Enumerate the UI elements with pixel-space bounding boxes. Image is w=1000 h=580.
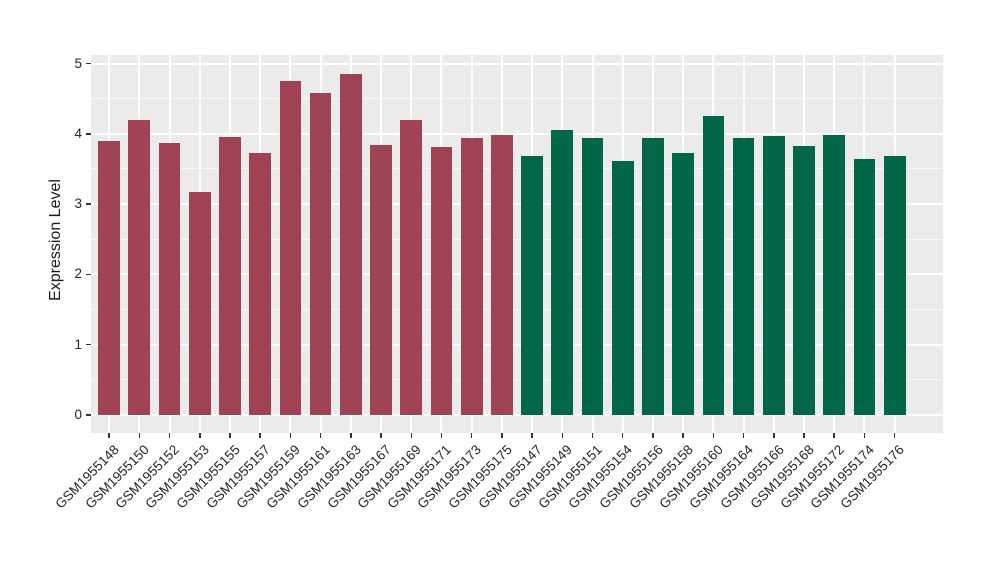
x-axis-tick xyxy=(289,433,292,438)
x-axis-tick xyxy=(652,433,654,438)
x-axis-tick xyxy=(833,433,835,438)
x-axis-tick xyxy=(440,433,443,438)
y-tick-label: 1 xyxy=(74,336,82,352)
x-axis-tick xyxy=(712,433,715,438)
y-tick-label: 5 xyxy=(74,55,82,71)
bar-GSM1955166 xyxy=(762,135,785,415)
y-axis-tick xyxy=(86,62,91,65)
y-tick-label: 2 xyxy=(74,266,82,282)
major-gridline xyxy=(91,414,943,416)
major-gridline xyxy=(91,343,943,346)
bar-GSM1955160 xyxy=(702,115,725,415)
y-tick-label: 3 xyxy=(74,196,82,212)
minor-gridline xyxy=(91,98,943,100)
x-axis-tick xyxy=(319,433,322,438)
bar-GSM1955163 xyxy=(339,74,362,415)
bar-GSM1955151 xyxy=(581,138,604,415)
bar-GSM1955173 xyxy=(460,138,483,415)
y-axis-tick xyxy=(86,203,91,205)
bar-GSM1955169 xyxy=(400,120,423,415)
y-axis-tick xyxy=(86,133,91,135)
bar-GSM1955158 xyxy=(672,152,695,415)
x-axis-tick xyxy=(803,433,805,438)
bar-GSM1955156 xyxy=(642,138,664,415)
major-gridline xyxy=(91,273,943,276)
bar-GSM1955155 xyxy=(219,137,241,415)
minor-gridline xyxy=(91,238,943,240)
bar-GSM1955157 xyxy=(249,153,272,415)
x-axis-tick xyxy=(108,433,110,438)
bar-GSM1955159 xyxy=(279,81,302,415)
x-axis-tick xyxy=(199,433,201,438)
plot-panel xyxy=(91,55,943,433)
bar-GSM1955154 xyxy=(611,161,634,415)
bar-GSM1955164 xyxy=(732,138,755,415)
bar-GSM1955174 xyxy=(853,159,876,415)
bar-GSM1955176 xyxy=(883,156,906,415)
x-axis-tick xyxy=(470,433,473,438)
bar-GSM1955167 xyxy=(370,145,392,415)
bar-GSM1955172 xyxy=(823,135,846,415)
y-axis-tick xyxy=(86,414,91,416)
x-axis-tick xyxy=(561,433,564,438)
x-axis-tick xyxy=(410,433,412,438)
y-axis-tick xyxy=(86,273,91,276)
minor-gridline xyxy=(91,379,943,381)
x-axis-tick xyxy=(138,433,141,438)
x-axis-tick xyxy=(531,433,533,438)
major-gridline xyxy=(91,203,943,206)
x-axis-tick xyxy=(682,433,684,438)
x-axis-tick xyxy=(773,433,775,438)
bar-GSM1955161 xyxy=(309,93,332,415)
x-axis-tick xyxy=(350,433,352,438)
x-axis-tick xyxy=(501,433,503,438)
bar-GSM1955171 xyxy=(430,147,453,415)
y-tick-label: 0 xyxy=(74,407,82,422)
x-axis-tick xyxy=(168,433,171,438)
x-axis-tick xyxy=(863,433,866,438)
bar-GSM1955150 xyxy=(128,120,151,415)
minor-gridline xyxy=(91,168,943,170)
x-axis-tick xyxy=(893,433,896,438)
y-tick-label: 4 xyxy=(74,125,82,141)
bar-GSM1955175 xyxy=(491,135,513,415)
bar-GSM1955147 xyxy=(521,156,543,415)
major-gridline xyxy=(91,132,943,135)
bar-GSM1955149 xyxy=(551,129,574,415)
x-axis-tick xyxy=(621,433,624,438)
bar-GSM1955168 xyxy=(793,146,815,415)
x-axis-tick xyxy=(229,433,231,438)
x-axis-tick xyxy=(259,433,261,438)
bar-GSM1955153 xyxy=(188,192,211,415)
x-axis-tick xyxy=(380,433,382,438)
bar-GSM1955152 xyxy=(158,142,181,415)
bar-GSM1955148 xyxy=(98,140,120,415)
minor-gridline xyxy=(91,309,943,311)
x-axis-tick xyxy=(742,433,745,438)
x-axis-tick xyxy=(591,433,594,438)
y-axis-tick xyxy=(86,343,91,346)
major-gridline xyxy=(91,62,943,65)
